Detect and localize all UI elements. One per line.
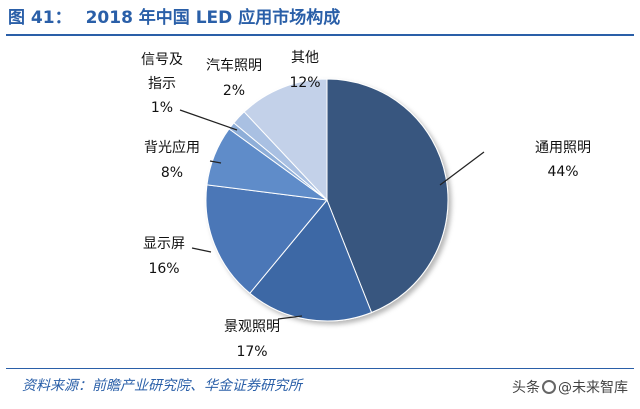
slice-name-label-5: 指示 (148, 76, 176, 92)
footer-divider (6, 368, 634, 369)
watermark-handle: @未来智库 (558, 380, 628, 396)
slice-name-label-4: 背光应用 (144, 139, 200, 156)
slice-value-label-3: 16% (148, 261, 179, 277)
slice-value-label-2: 17% (236, 344, 267, 360)
slice-name-label-5: 信号及 (141, 52, 183, 68)
slice-name-label-7: 其他 (291, 50, 319, 66)
watermark: 头条 @未来智库 (508, 376, 632, 398)
figure-label: 图 41： (8, 8, 72, 28)
pie-slice-1 (326, 78, 449, 314)
chart-title: 图 41： 2018 年中国 LED 应用市场构成 (8, 4, 340, 32)
slice-value-label-7: 12% (289, 75, 320, 91)
title-text: 2018 年中国 LED 应用市场构成 (85, 8, 341, 28)
title-divider (6, 34, 634, 36)
slice-value-label-4: 8% (161, 165, 183, 181)
slice-value-label-1: 44% (547, 164, 578, 180)
leader-line-2 (277, 315, 303, 320)
slice-value-label-6: 2% (223, 83, 245, 99)
watermark-prefix: 头条 (512, 380, 540, 396)
watermark-logo-icon (542, 380, 556, 394)
leader-line-3 (191, 247, 212, 253)
slice-value-label-5: 1% (151, 100, 173, 116)
pie-slice-3 (205, 184, 328, 294)
leader-line-5 (179, 109, 238, 131)
slice-name-label-3: 显示屏 (143, 236, 185, 252)
slice-name-label-6: 汽车照明 (206, 57, 262, 74)
source-note: 资料来源：前瞻产业研究院、华金证券研究所 (22, 378, 302, 394)
leader-line-1 (439, 151, 485, 186)
slice-name-label-1: 通用照明 (535, 140, 591, 156)
pie-slice-7 (243, 78, 328, 202)
pie-slice-2 (249, 199, 373, 322)
slice-name-label-2: 景观照明 (224, 319, 280, 335)
leader-line-4 (209, 160, 222, 164)
